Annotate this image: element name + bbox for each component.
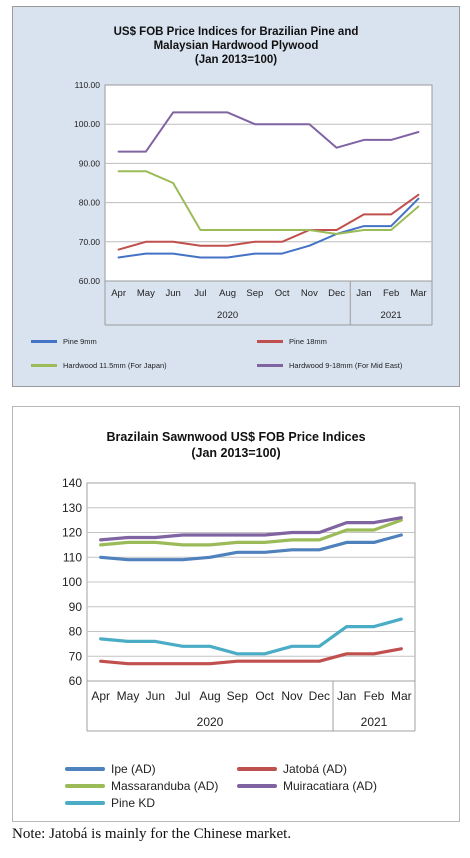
legend-item: Ipe (AD) bbox=[65, 762, 156, 776]
legend-label: Hardwood 11.5mm (For Japan) bbox=[63, 361, 167, 370]
y-tick-label: 60.00 bbox=[79, 276, 101, 286]
x-tick-label: Jan bbox=[337, 689, 356, 703]
sawnwood-chart-panel: Brazilain Sawnwood US$ FOB Price Indices… bbox=[12, 406, 460, 822]
x-tick-label: Oct bbox=[255, 689, 274, 703]
x-tick-label: Feb bbox=[383, 288, 399, 299]
legend-swatch bbox=[257, 340, 283, 343]
y-tick-label: 130 bbox=[62, 501, 82, 515]
y-tick-label: 70.00 bbox=[79, 237, 101, 247]
series-line-hardwood-11-5mm-for-japan bbox=[117, 170, 420, 235]
x-tick-label: Jun bbox=[165, 288, 180, 299]
legend-item: Hardwood 11.5mm (For Japan) bbox=[31, 361, 167, 370]
x-tick-label: Jun bbox=[146, 689, 165, 703]
x-tick-label: Aug bbox=[219, 288, 236, 299]
y-tick-label: 70 bbox=[69, 649, 83, 663]
x-tick-label: Mar bbox=[410, 288, 426, 299]
series-line-massaranduba-ad bbox=[99, 518, 403, 547]
year-label: 2021 bbox=[361, 715, 388, 729]
plot-area bbox=[104, 84, 433, 282]
year-label: 2021 bbox=[381, 310, 402, 321]
chart1-title-line: Malaysian Hardwood Plywood bbox=[153, 40, 319, 52]
legend-item: Muiracatiara (AD) bbox=[237, 779, 377, 793]
year-label: 2020 bbox=[197, 715, 224, 729]
x-tick-label: Nov bbox=[281, 689, 302, 703]
chart2-title: Brazilain Sawnwood US$ FOB Price Indices… bbox=[13, 429, 459, 461]
y-tick-label: 140 bbox=[62, 476, 82, 490]
y-tick-label: 90 bbox=[69, 600, 83, 614]
y-tick-label: 60 bbox=[69, 674, 83, 688]
series-line-ipe-ad bbox=[99, 533, 403, 562]
y-tick-label: 100.00 bbox=[74, 119, 100, 129]
legend-swatch bbox=[65, 801, 105, 805]
legend-swatch bbox=[31, 364, 57, 367]
x-tick-label: Jul bbox=[194, 288, 206, 299]
y-tick-label: 90.00 bbox=[79, 158, 101, 168]
chart2-title-line: Brazilain Sawnwood US$ FOB Price Indices bbox=[106, 430, 366, 444]
series-line-jatob-ad bbox=[99, 647, 403, 666]
chart1-title-line: US$ FOB Price Indices for Brazilian Pine… bbox=[113, 26, 359, 38]
chart1-plot: 60.00 70.00 80.00 90.00 100.00 110.00 Apr May Ju… bbox=[74, 80, 433, 326]
x-tick-label: Oct bbox=[275, 288, 290, 299]
series-line-pine-18mm bbox=[117, 193, 420, 251]
x-tick-label: Sep bbox=[227, 689, 249, 703]
x-tick-label: Dec bbox=[328, 288, 345, 299]
x-tick-label: Jul bbox=[175, 689, 190, 703]
legend-swatch bbox=[31, 340, 57, 343]
x-tick-label: Aug bbox=[199, 689, 220, 703]
legend-label: Pine 9mm bbox=[63, 337, 97, 346]
x-tick-label: Apr bbox=[91, 689, 110, 703]
legend-label: Pine 18mm bbox=[289, 337, 327, 346]
series-line-hardwood-9-18mm-for-mid-east bbox=[117, 111, 420, 153]
legend-label: Massaranduba (AD) bbox=[111, 779, 219, 793]
series-line-pine-9mm bbox=[117, 197, 420, 259]
y-tick-label: 100 bbox=[62, 575, 82, 589]
plywood-chart-panel: US$ FOB Price Indices for Brazilian Pine… bbox=[12, 6, 460, 387]
x-tick-label: May bbox=[117, 689, 140, 703]
legend-label: Muiracatiara (AD) bbox=[283, 779, 378, 793]
y-tick-label: 110.00 bbox=[75, 80, 101, 90]
chart1-title: US$ FOB Price Indices for Brazilian Pine… bbox=[13, 25, 459, 67]
legend-swatch bbox=[257, 364, 283, 367]
x-tick-label: Sep bbox=[246, 288, 263, 299]
y-tick-label: 80 bbox=[69, 625, 83, 639]
legend-item: Hardwood 9-18mm (For Mid East) bbox=[257, 361, 402, 370]
legend-item: Jatobá (AD) bbox=[237, 762, 347, 776]
legend-item: Pine 9mm bbox=[31, 337, 97, 346]
series-line-pine-kd bbox=[99, 617, 403, 656]
x-tick-label: Feb bbox=[364, 689, 385, 703]
x-tick-label: Jan bbox=[356, 288, 371, 299]
legend-swatch bbox=[65, 767, 105, 771]
y-tick-label: 110 bbox=[63, 550, 82, 564]
x-tick-label: Apr bbox=[111, 288, 126, 299]
chart2-title-line: (Jan 2013=100) bbox=[191, 446, 281, 460]
y-tick-label: 80.00 bbox=[79, 198, 101, 208]
x-tick-label: Dec bbox=[309, 689, 330, 703]
y-tick-label: 120 bbox=[62, 526, 82, 540]
chart1-title-line: (Jan 2013=100) bbox=[194, 54, 278, 66]
legend-swatch bbox=[237, 767, 277, 771]
legend-item: Massaranduba (AD) bbox=[65, 779, 218, 793]
legend-label: Jatobá (AD) bbox=[283, 762, 348, 776]
legend-item: Pine 18mm bbox=[257, 337, 327, 346]
legend-swatch bbox=[237, 784, 277, 788]
footnote: Note: Jatobá is mainly for the Chinese m… bbox=[12, 826, 292, 842]
legend-item: Pine KD bbox=[65, 796, 155, 810]
year-label: 2020 bbox=[217, 310, 238, 321]
legend-label: Ipe (AD) bbox=[111, 762, 156, 776]
chart2-plot: 60 70 80 90 100 110 120 130 140 Apr May Jun Jul Aug Se… bbox=[62, 476, 416, 732]
x-tick-label: May bbox=[137, 288, 155, 299]
x-tick-label: Nov bbox=[301, 288, 318, 299]
legend-swatch bbox=[65, 784, 105, 788]
series-line-muiracatiara-ad bbox=[99, 516, 403, 542]
legend-label: Pine KD bbox=[111, 796, 156, 810]
legend-label: Hardwood 9-18mm (For Mid East) bbox=[289, 361, 403, 370]
x-tick-label: Mar bbox=[391, 689, 412, 703]
